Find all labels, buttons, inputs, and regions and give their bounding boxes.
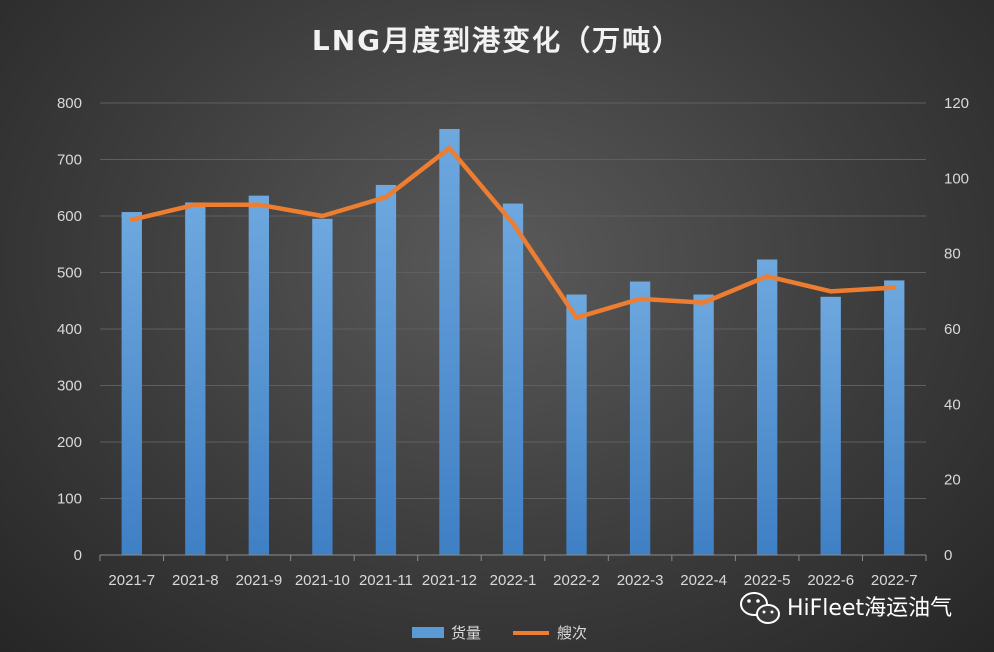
- x-tick-label: 2022-7: [871, 572, 918, 589]
- bar: [693, 294, 714, 555]
- line-point: [892, 286, 896, 290]
- x-tick-label: 2021-9: [235, 572, 282, 589]
- legend-label-bar: 货量: [451, 624, 481, 642]
- line-point: [193, 203, 197, 207]
- line-point: [384, 195, 388, 199]
- y-tick-label: 700: [57, 152, 82, 169]
- line-point: [702, 301, 706, 305]
- wechat-icon: [740, 592, 780, 624]
- y2-tick-label: 20: [944, 472, 961, 489]
- x-tick-label: 2022-2: [553, 572, 600, 589]
- watermark-text: HiFleet海运油气: [787, 596, 952, 621]
- x-tick-label: 2021-8: [172, 572, 219, 589]
- x-tick-label: 2022-3: [617, 572, 664, 589]
- legend: 货量 艘次: [412, 624, 587, 642]
- line-point: [130, 218, 134, 222]
- bar: [502, 203, 524, 555]
- line-point: [511, 222, 515, 226]
- y-tick-label: 400: [57, 321, 82, 338]
- bar: [820, 296, 841, 555]
- y-tick-label: 800: [57, 95, 82, 112]
- axes: 0 100 200 300 400 500 600 700 800 0 20 40 60 80 100 120…: [57, 95, 969, 589]
- line-point: [320, 214, 324, 218]
- bar: [566, 294, 587, 555]
- bar: [312, 218, 333, 555]
- bar: [121, 212, 142, 556]
- y-tick-label: 500: [57, 265, 82, 282]
- bar: [629, 281, 651, 555]
- line-point: [257, 203, 261, 207]
- line-point: [765, 274, 769, 278]
- x-tick-label: 2021-11: [359, 572, 413, 589]
- line-point: [638, 297, 642, 301]
- bar: [756, 259, 778, 555]
- y2-tick-label: 80: [944, 246, 961, 263]
- y2-tick-label: 60: [944, 321, 961, 338]
- x-tick-label: 2022-1: [490, 572, 537, 589]
- x-tick-label: 2021-10: [295, 572, 350, 589]
- bar-series: [121, 128, 905, 556]
- y-tick-label: 300: [57, 378, 82, 395]
- legend-swatch-bar: [412, 627, 444, 638]
- line-series: [129, 145, 897, 320]
- y2-tick-label: 40: [944, 396, 961, 413]
- chart-title: LNG月度到港变化（万吨）: [312, 24, 682, 57]
- y-tick-label: 600: [57, 208, 82, 225]
- x-tick-label: 2021-7: [108, 572, 155, 589]
- x-tick-label: 2021-12: [422, 572, 477, 589]
- line-point: [829, 289, 833, 293]
- bar: [439, 128, 460, 556]
- bar: [248, 195, 270, 555]
- y2-tick-label: 120: [944, 95, 969, 112]
- bar: [375, 184, 397, 556]
- x-tick-label: 2022-5: [744, 572, 791, 589]
- line-point: [447, 146, 451, 150]
- line-point: [575, 316, 579, 320]
- y-tick-label: 200: [57, 434, 82, 451]
- y-tick-label: 0: [74, 547, 82, 564]
- y2-tick-label: 0: [944, 547, 952, 564]
- y-tick-label: 100: [57, 491, 82, 508]
- bar: [185, 202, 206, 555]
- x-tick-label: 2022-6: [807, 572, 854, 589]
- watermark: HiFleet海运油气: [740, 592, 952, 624]
- bar: [884, 280, 905, 555]
- x-tick-label: 2022-4: [680, 572, 727, 589]
- legend-label-line: 艘次: [557, 624, 587, 642]
- y2-tick-label: 100: [944, 170, 969, 187]
